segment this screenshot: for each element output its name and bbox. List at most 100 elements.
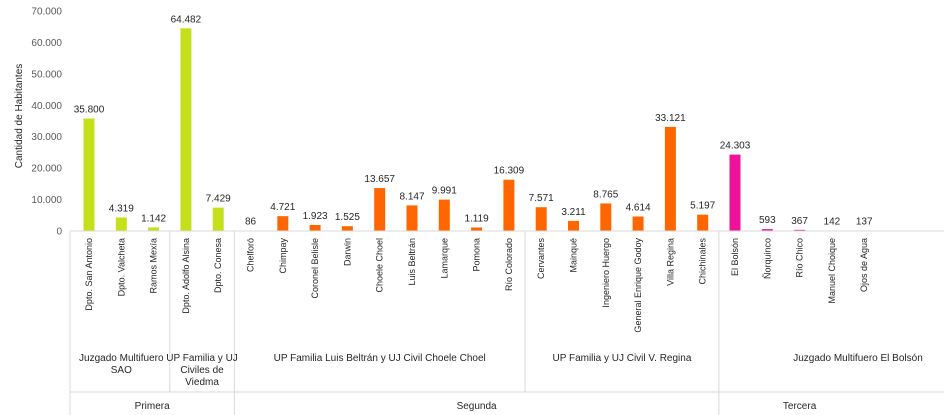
category-label: Río Colorado [504,238,514,291]
category-label: Chelforó [246,238,256,272]
data-label: 33.121 [655,113,686,124]
circunscripcion-label: Tercera [783,401,817,412]
category-label: Pomona [472,238,482,272]
group-label: SAO [111,365,132,376]
bar [180,28,192,231]
data-label: 35.800 [74,104,105,115]
y-axis: 0 10.000 20.000 30.000 40.000 50.000 60.000 70.… [31,7,62,238]
data-label: 5.197 [690,201,715,212]
y-tick-label: 30.000 [31,132,62,143]
data-label: 64.482 [171,14,202,25]
group-label: Civiles de [180,365,224,376]
category-label: Ingeniero Huergo [601,238,611,308]
data-label: 7.429 [206,194,231,205]
category-label: Darwin [342,238,352,266]
bar [761,229,773,231]
y-tick-label: 50.000 [31,69,62,80]
category-label: Dpto. Valcheta [116,238,126,296]
data-labels: 35.800 4.319 1.142 64.482 7.429 86 4.721 1.923 1… [74,14,873,227]
axis-separators [69,230,944,415]
bar [341,226,353,231]
category-label: Mainqué [569,238,579,273]
category-label: Chichinales [698,238,708,285]
category-label: Río Chico [795,238,805,278]
bar [309,224,321,231]
data-label: 593 [759,215,776,226]
bar [438,199,450,231]
data-label: 4.319 [109,203,134,214]
bar [664,126,676,231]
category-label: Cervantes [536,238,546,280]
category-label: Choele Choel [375,238,385,293]
category-label: Luis Beltrán [407,238,417,286]
data-label: 24.303 [720,141,751,152]
bar [600,203,612,231]
data-label: 137 [856,217,873,228]
y-axis-label: Cantidad de Habitantes [14,64,25,169]
circunscripcion-label: Segunda [457,401,497,412]
category-label: Dpto. Conesa [213,238,223,293]
data-label: 1.923 [303,211,328,222]
data-label: 16.309 [494,166,525,177]
data-label: 86 [245,217,257,228]
y-tick-label: 60.000 [31,38,62,49]
y-tick-label: 20.000 [31,164,62,175]
category-label: Lamarque [439,238,449,279]
bar [794,229,806,231]
bar [277,216,289,231]
bar [568,220,579,231]
bar [115,217,127,231]
bars [83,28,870,232]
group-label: Juzgado Multifuero [79,353,164,364]
category-label: Dpto. Adolfo Alsina [181,238,191,314]
bar [212,207,224,231]
bar [83,118,95,231]
data-label: 13.657 [364,174,395,185]
group-label: Viedma [185,377,219,388]
group-label: Juzgado Multifuero El Bolsón [793,353,923,364]
bar [374,188,386,231]
data-label: 7.571 [529,193,554,204]
data-label: 1.142 [141,213,166,224]
category-label: Dpto. San Antonio [84,238,94,311]
bar [729,154,741,231]
category-label: General Enrique Godoy [633,238,643,333]
bar [632,216,644,231]
category-label: Manuel Choique [827,238,837,304]
category-label: Ojos de Agua [859,238,869,292]
circunscripcion-label: Primera [135,401,170,412]
category-label: Ñorquinco [762,238,772,279]
data-label: 8.765 [593,189,618,200]
category-label: Chimpay [278,238,288,274]
y-tick-label: 70.000 [31,7,62,18]
group-label: UP Familia y UJ [166,353,238,364]
data-label: 1.119 [464,213,489,224]
category-label: El Bolsón [730,238,740,276]
category-label: Ramos Mexía [149,238,159,294]
data-label: 4.614 [626,202,651,213]
data-label: 1.525 [335,212,360,223]
category-label: Villa Regina [665,238,675,286]
y-tick-label: 10.000 [31,195,62,206]
data-label: 8.147 [399,191,424,202]
bar [503,179,515,231]
data-label: 367 [791,216,808,227]
category-label: Coronel Belisle [310,238,320,299]
circunscripcion-labels: Primera Segunda Tercera [135,401,817,412]
bar [535,207,547,231]
y-tick-label: 0 [56,227,62,238]
data-label: 142 [824,217,841,228]
group-label: UP Familia y UJ Civil V. Regina [552,353,691,364]
data-label: 3.211 [561,207,586,218]
data-label: 9.991 [432,186,457,197]
bar [148,227,160,231]
bar [406,205,418,231]
data-label: 4.721 [270,202,295,213]
y-tick-label: 40.000 [31,101,62,112]
group-label: UP Familia Luis Beltrán y UJ Civil Choel… [274,353,486,364]
bar [471,227,483,231]
bar [697,214,709,231]
category-labels: Dpto. San Antonio Dpto. Valcheta Ramos Mex… [84,238,869,333]
